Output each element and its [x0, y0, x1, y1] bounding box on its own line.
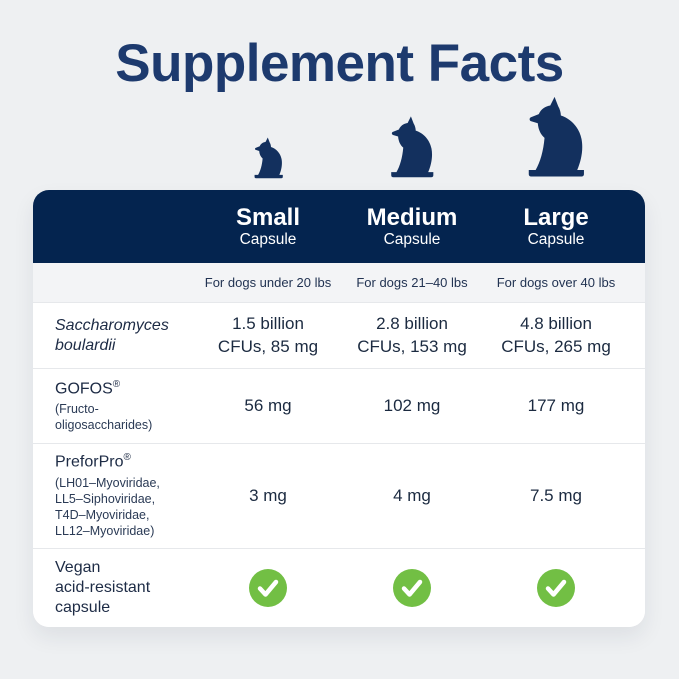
page-title: Supplement Facts [115, 34, 564, 93]
medium-dose-value: 102 mg [383, 395, 441, 415]
supplement-facts-table: Small Capsule Medium Capsule Large Capsu… [33, 190, 645, 627]
column-header-small: Small Capsule [196, 203, 340, 249]
table-row-preforpro: PreforPro® (LH01–Myoviridae, LL5–Siphovi… [33, 443, 645, 548]
large-dog-icon [528, 96, 584, 177]
weight-range-medium: For dogs 21–40 lbs [356, 275, 468, 290]
checkmark-icon [537, 569, 575, 607]
small-dose-value: 56 mg [244, 395, 292, 415]
medium-dose-value: 2.8 billion CFUs, 153 mg [357, 313, 467, 356]
column-capsule-label: Capsule [383, 231, 441, 249]
weight-range-large: For dogs over 40 lbs [496, 275, 616, 290]
ingredient-detail: (LH01–Myoviridae, LL5–Siphoviridae, T4D–… [55, 475, 160, 539]
column-header-large: Large Capsule [484, 203, 628, 249]
table-header-row: Small Capsule Medium Capsule Large Capsu… [33, 190, 645, 263]
column-size-label: Small [235, 203, 301, 231]
checkmark-icon [249, 569, 287, 607]
column-header-medium: Medium Capsule [340, 203, 484, 249]
column-capsule-label: Capsule [527, 231, 585, 249]
small-dose-value: 1.5 billion CFUs, 85 mg [217, 313, 319, 356]
registered-trademark-symbol: ® [112, 378, 121, 390]
ingredient-brand: GOFOS [55, 379, 113, 397]
large-dose-value: 4.8 billion CFUs, 265 mg [501, 313, 611, 356]
table-row-vegan-capsule: Vegan acid-resistant capsule [33, 548, 645, 627]
feature-name: Vegan acid-resistant capsule [55, 559, 151, 616]
small-dog-icon [254, 137, 283, 179]
table-row-gofos: GOFOS® (Fructo- oligosaccharides) 56 mg … [33, 368, 645, 443]
ingredient-detail: (Fructo- oligosaccharides) [55, 401, 153, 433]
column-capsule-label: Capsule [239, 231, 297, 249]
ingredient-name: PreforPro® (LH01–Myoviridae, LL5–Siphovi… [33, 452, 196, 539]
registered-trademark-symbol: ® [123, 452, 131, 464]
ingredient-brand: PreforPro [55, 453, 124, 471]
dog-size-illustrations [33, 90, 645, 180]
checkmark-icon [393, 569, 431, 607]
large-dose-value: 177 mg [527, 395, 585, 415]
column-size-label: Large [523, 203, 589, 231]
weight-range-row: For dogs under 20 lbs For dogs 21–40 lbs… [33, 263, 645, 302]
table-row-saccharomyces: Saccharomyces boulardii 1.5 billion CFUs… [33, 302, 645, 368]
column-size-label: Medium [366, 203, 458, 231]
medium-dose-value: 4 mg [393, 485, 431, 505]
ingredient-name: GOFOS® (Fructo- oligosaccharides) [33, 379, 196, 434]
weight-range-small: For dogs under 20 lbs [204, 275, 332, 290]
large-dose-value: 7.5 mg [530, 485, 582, 505]
ingredient-name: Saccharomyces boulardii [55, 316, 169, 354]
small-dose-value: 3 mg [249, 485, 287, 505]
medium-dog-icon [391, 116, 434, 178]
